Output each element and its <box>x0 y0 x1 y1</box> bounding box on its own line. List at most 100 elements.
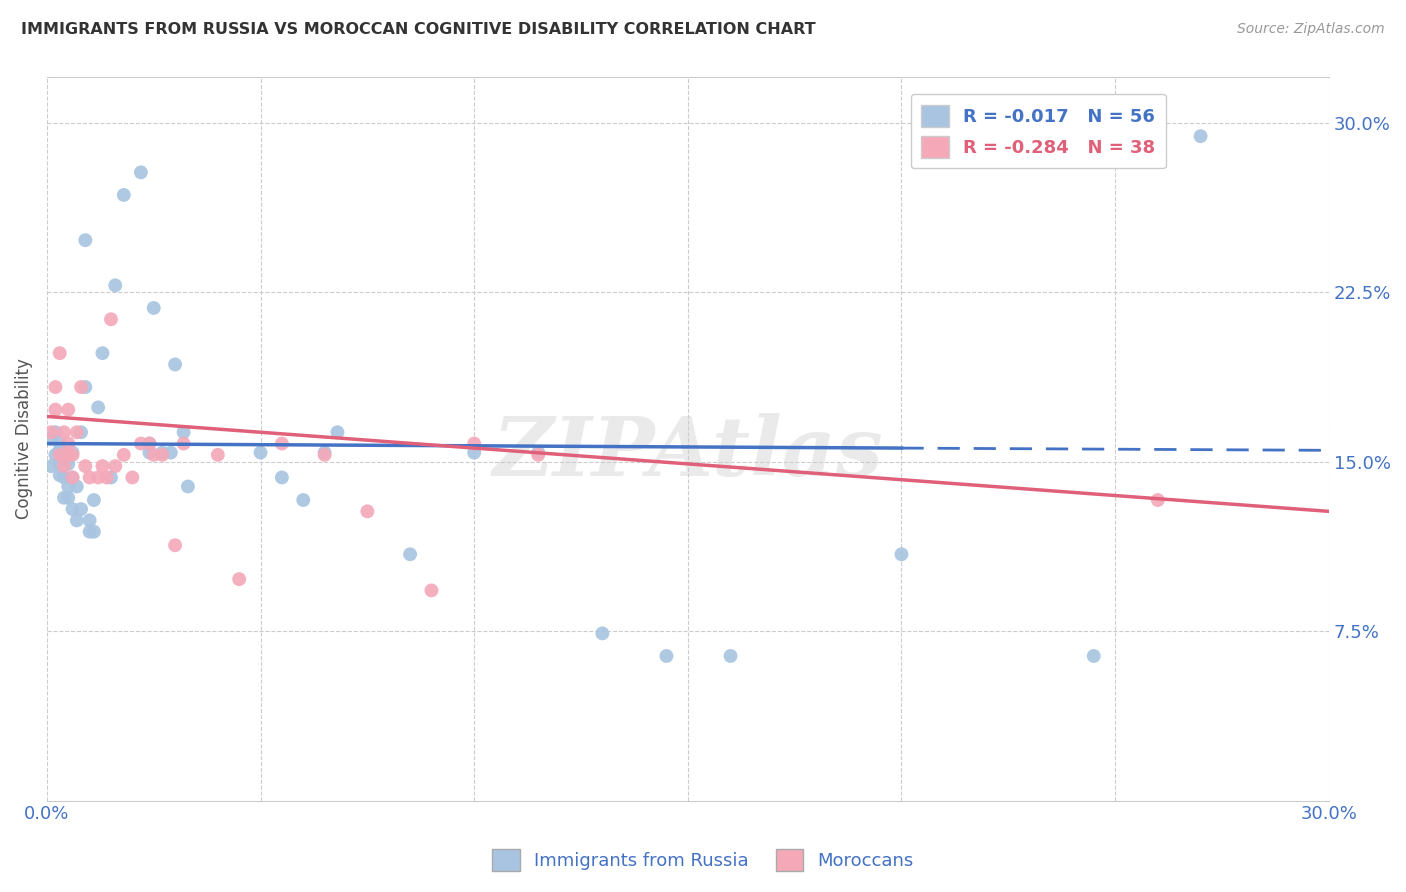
Point <box>890 547 912 561</box>
Legend: Immigrants from Russia, Moroccans: Immigrants from Russia, Moroccans <box>485 842 921 879</box>
Point <box>58 445 80 459</box>
Point <box>58 491 80 505</box>
Point <box>79 470 101 484</box>
Point <box>75 459 97 474</box>
Text: ZIPAtlas: ZIPAtlas <box>492 414 883 493</box>
Point <box>62 445 84 459</box>
Point <box>66 513 89 527</box>
Point <box>44 380 66 394</box>
Point <box>83 493 105 508</box>
Point <box>48 443 70 458</box>
Point <box>91 459 114 474</box>
Point <box>58 436 80 450</box>
Point <box>39 459 62 474</box>
Point <box>96 470 118 484</box>
Point <box>53 448 76 462</box>
Point <box>138 436 160 450</box>
Point <box>112 188 135 202</box>
Point <box>249 445 271 459</box>
Point <box>104 278 127 293</box>
Point <box>100 312 122 326</box>
Point <box>1083 648 1105 663</box>
Point <box>270 470 292 484</box>
Y-axis label: Cognitive Disability: Cognitive Disability <box>15 359 32 519</box>
Point <box>70 425 93 440</box>
Point <box>165 358 187 372</box>
Point <box>655 648 678 663</box>
Point <box>53 425 76 440</box>
Point <box>100 470 122 484</box>
Point <box>1147 493 1170 508</box>
Point <box>138 436 160 450</box>
Point <box>62 470 84 484</box>
Point <box>48 468 70 483</box>
Point <box>1189 129 1212 144</box>
Point <box>138 445 160 459</box>
Point <box>142 301 165 315</box>
Point <box>48 448 70 462</box>
Point <box>165 538 187 552</box>
Point <box>314 448 336 462</box>
Point <box>177 479 200 493</box>
Text: IMMIGRANTS FROM RUSSIA VS MOROCCAN COGNITIVE DISABILITY CORRELATION CHART: IMMIGRANTS FROM RUSSIA VS MOROCCAN COGNI… <box>21 22 815 37</box>
Point <box>527 445 550 459</box>
Point <box>44 448 66 462</box>
Legend: R = -0.017   N = 56, R = -0.284   N = 38: R = -0.017 N = 56, R = -0.284 N = 38 <box>911 94 1166 169</box>
Point <box>420 583 443 598</box>
Point <box>121 470 143 484</box>
Point <box>91 346 114 360</box>
Point <box>591 626 613 640</box>
Point <box>270 436 292 450</box>
Point <box>129 165 152 179</box>
Point <box>129 436 152 450</box>
Point <box>44 402 66 417</box>
Point <box>463 436 485 450</box>
Point <box>173 436 195 450</box>
Point <box>58 402 80 417</box>
Point <box>173 425 195 440</box>
Point <box>292 493 315 508</box>
Point <box>58 448 80 462</box>
Point <box>150 448 173 462</box>
Point <box>44 425 66 440</box>
Point <box>53 470 76 484</box>
Point <box>87 470 110 484</box>
Point <box>399 547 422 561</box>
Point <box>112 448 135 462</box>
Point <box>62 470 84 484</box>
Point <box>150 445 173 459</box>
Point <box>79 524 101 539</box>
Point <box>39 432 62 446</box>
Point <box>70 380 93 394</box>
Point <box>142 448 165 462</box>
Point <box>62 502 84 516</box>
Point <box>326 425 349 440</box>
Point <box>48 436 70 450</box>
Point <box>463 445 485 459</box>
Point <box>58 457 80 471</box>
Point <box>75 380 97 394</box>
Point <box>159 445 181 459</box>
Point <box>79 513 101 527</box>
Point <box>62 448 84 462</box>
Point <box>66 425 89 440</box>
Point <box>228 572 250 586</box>
Point <box>314 445 336 459</box>
Point <box>356 504 378 518</box>
Text: Source: ZipAtlas.com: Source: ZipAtlas.com <box>1237 22 1385 37</box>
Point <box>104 459 127 474</box>
Point <box>53 491 76 505</box>
Point <box>207 448 229 462</box>
Point <box>58 479 80 493</box>
Point <box>48 457 70 471</box>
Point <box>53 459 76 474</box>
Point <box>39 425 62 440</box>
Point <box>75 233 97 247</box>
Point <box>48 346 70 360</box>
Point <box>70 502 93 516</box>
Point <box>720 648 742 663</box>
Point <box>83 524 105 539</box>
Point <box>87 401 110 415</box>
Point <box>66 479 89 493</box>
Point <box>527 448 550 462</box>
